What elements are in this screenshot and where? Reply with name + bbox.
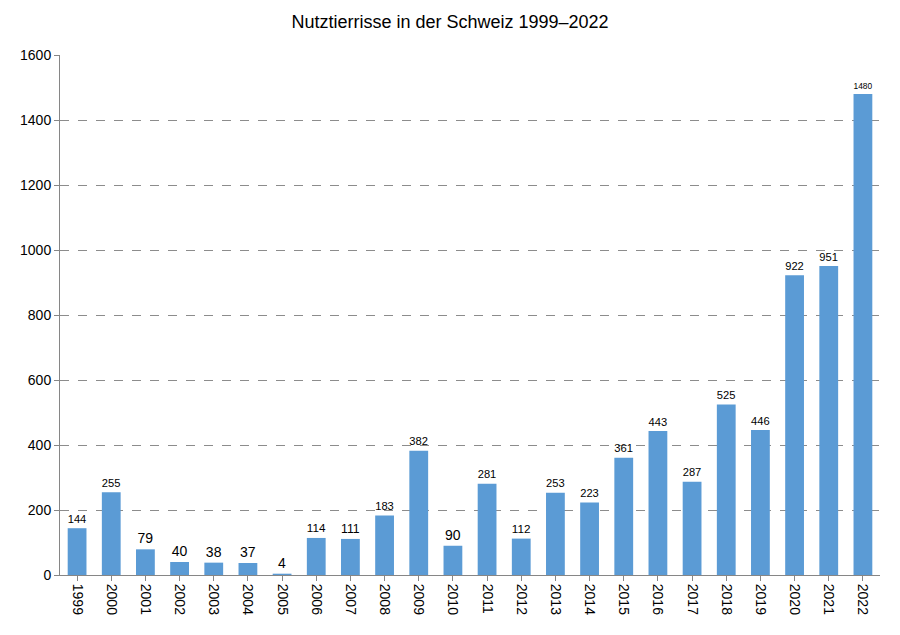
svg-text:951: 951	[819, 251, 838, 263]
svg-text:2005: 2005	[275, 584, 291, 615]
svg-text:2012: 2012	[514, 584, 530, 615]
svg-text:1480: 1480	[854, 81, 873, 91]
svg-text:2002: 2002	[172, 584, 188, 615]
svg-text:79: 79	[138, 530, 154, 546]
svg-text:2021: 2021	[821, 584, 837, 615]
svg-text:2006: 2006	[309, 584, 325, 615]
svg-text:2018: 2018	[719, 584, 735, 615]
svg-text:2022: 2022	[855, 584, 871, 615]
svg-text:2014: 2014	[582, 584, 598, 615]
svg-text:525: 525	[717, 389, 736, 401]
svg-text:114: 114	[307, 521, 326, 534]
svg-text:112: 112	[512, 522, 531, 535]
svg-text:800: 800	[28, 307, 52, 323]
svg-text:1400: 1400	[20, 112, 51, 128]
svg-text:2001: 2001	[138, 584, 154, 615]
svg-text:2017: 2017	[685, 584, 701, 615]
svg-text:1200: 1200	[20, 177, 51, 193]
svg-text:600: 600	[28, 372, 52, 388]
svg-text:443: 443	[649, 416, 668, 428]
svg-text:Nutztierrisse in der Schweiz 1: Nutztierrisse in der Schweiz 1999–2022	[291, 12, 608, 32]
svg-text:37: 37	[240, 544, 256, 560]
svg-text:2009: 2009	[411, 584, 427, 615]
svg-text:255: 255	[102, 477, 121, 489]
svg-text:400: 400	[28, 437, 52, 453]
svg-text:446: 446	[751, 415, 770, 427]
svg-text:2010: 2010	[445, 584, 461, 615]
svg-text:287: 287	[683, 466, 702, 478]
svg-text:1999: 1999	[70, 584, 86, 615]
svg-text:200: 200	[28, 502, 52, 518]
svg-text:40: 40	[172, 543, 188, 559]
svg-text:111: 111	[341, 522, 360, 536]
svg-text:361: 361	[614, 442, 633, 454]
svg-text:4: 4	[278, 555, 286, 571]
svg-text:2020: 2020	[787, 584, 803, 615]
svg-text:1600: 1600	[20, 47, 51, 63]
svg-text:2007: 2007	[343, 584, 359, 615]
svg-text:2011: 2011	[480, 584, 496, 614]
svg-text:281: 281	[478, 468, 497, 480]
svg-text:0: 0	[43, 567, 51, 583]
svg-text:382: 382	[409, 435, 428, 447]
svg-text:2000: 2000	[104, 584, 120, 615]
svg-text:223: 223	[580, 487, 599, 499]
svg-text:144: 144	[68, 513, 87, 525]
svg-text:1000: 1000	[20, 242, 51, 258]
svg-text:2019: 2019	[753, 584, 769, 615]
svg-text:253: 253	[546, 477, 565, 489]
svg-text:38: 38	[206, 544, 222, 560]
svg-text:2016: 2016	[650, 584, 666, 615]
svg-text:2013: 2013	[548, 584, 564, 615]
svg-text:183: 183	[375, 500, 394, 512]
svg-text:90: 90	[445, 527, 461, 543]
svg-text:922: 922	[785, 260, 804, 272]
svg-text:2015: 2015	[616, 584, 632, 615]
svg-text:2008: 2008	[377, 584, 393, 615]
svg-text:2004: 2004	[240, 584, 256, 615]
svg-text:2003: 2003	[206, 584, 222, 615]
